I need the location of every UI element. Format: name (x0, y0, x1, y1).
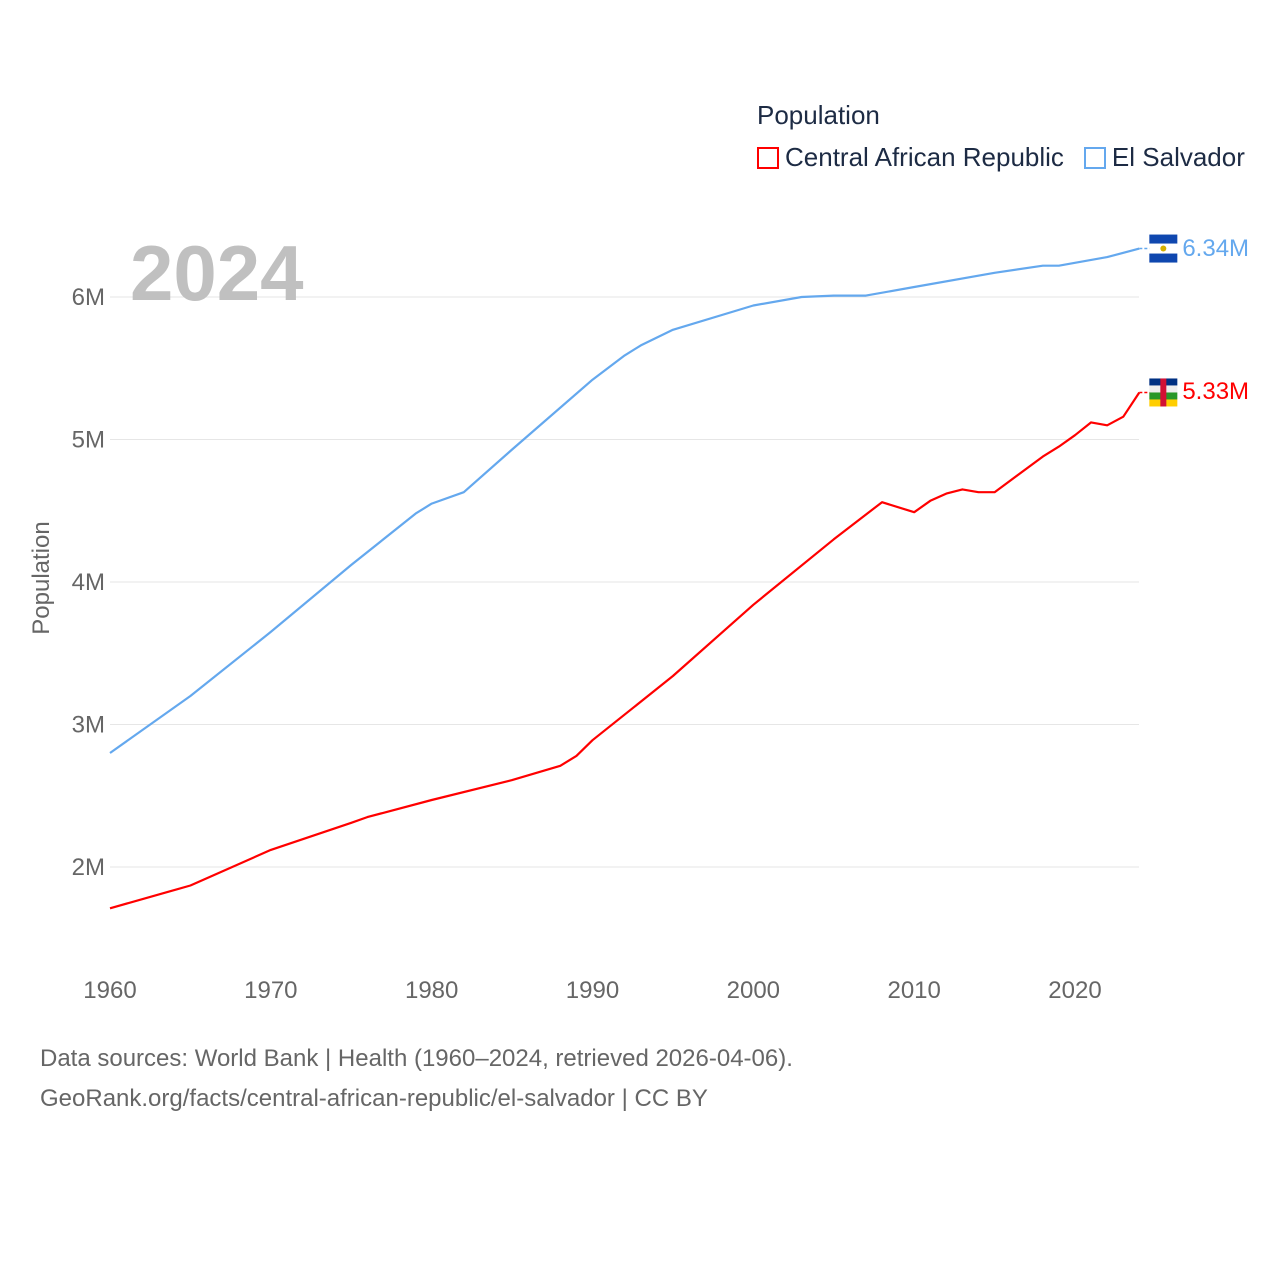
legend: Central African Republic El Salvador (757, 142, 1245, 173)
y-axis-label: Population (28, 521, 55, 635)
y-tick-label: 5M (72, 427, 105, 454)
y-tick-label: 2M (72, 854, 105, 881)
series-line-0[interactable] (109, 391, 1141, 910)
x-tick-label: 2000 (727, 977, 780, 1004)
x-tick-label: 1970 (244, 977, 297, 1004)
legend-label-car: Central African Republic (785, 142, 1064, 172)
url-line[interactable]: GeoRank.org/facts/central-african-republ… (40, 1085, 708, 1112)
current-year-label: 2024 (130, 229, 304, 317)
legend-swatch-car (757, 146, 779, 169)
y-tick-label: 4M (72, 569, 105, 596)
el-salvador-flag-icon (1149, 234, 1178, 263)
legend-item-el-salvador[interactable]: El Salvador (1083, 142, 1245, 173)
end-label-el-salvador: 6.34M (1182, 234, 1250, 262)
y-tick-label: 6M (72, 284, 105, 311)
legend-title: Population (757, 100, 880, 130)
x-tick-label: 2020 (1048, 977, 1101, 1004)
car-flag-icon (1149, 378, 1178, 407)
y-tick-label: 3M (72, 712, 105, 739)
series-line-1[interactable] (109, 247, 1140, 754)
source-line: Data sources: World Bank | Health (1960–… (40, 1045, 793, 1072)
end-label-car: 5.33M (1182, 378, 1250, 406)
legend-item-car[interactable]: Central African Republic (757, 142, 1064, 173)
x-tick-label: 1960 (83, 977, 136, 1004)
legend-swatch-el-salvador (1083, 146, 1106, 169)
x-tick-label: 1990 (566, 977, 619, 1004)
x-tick-label: 2010 (887, 977, 940, 1004)
legend-label-el-salvador: El Salvador (1111, 142, 1245, 172)
x-tick-label: 1980 (405, 977, 458, 1004)
